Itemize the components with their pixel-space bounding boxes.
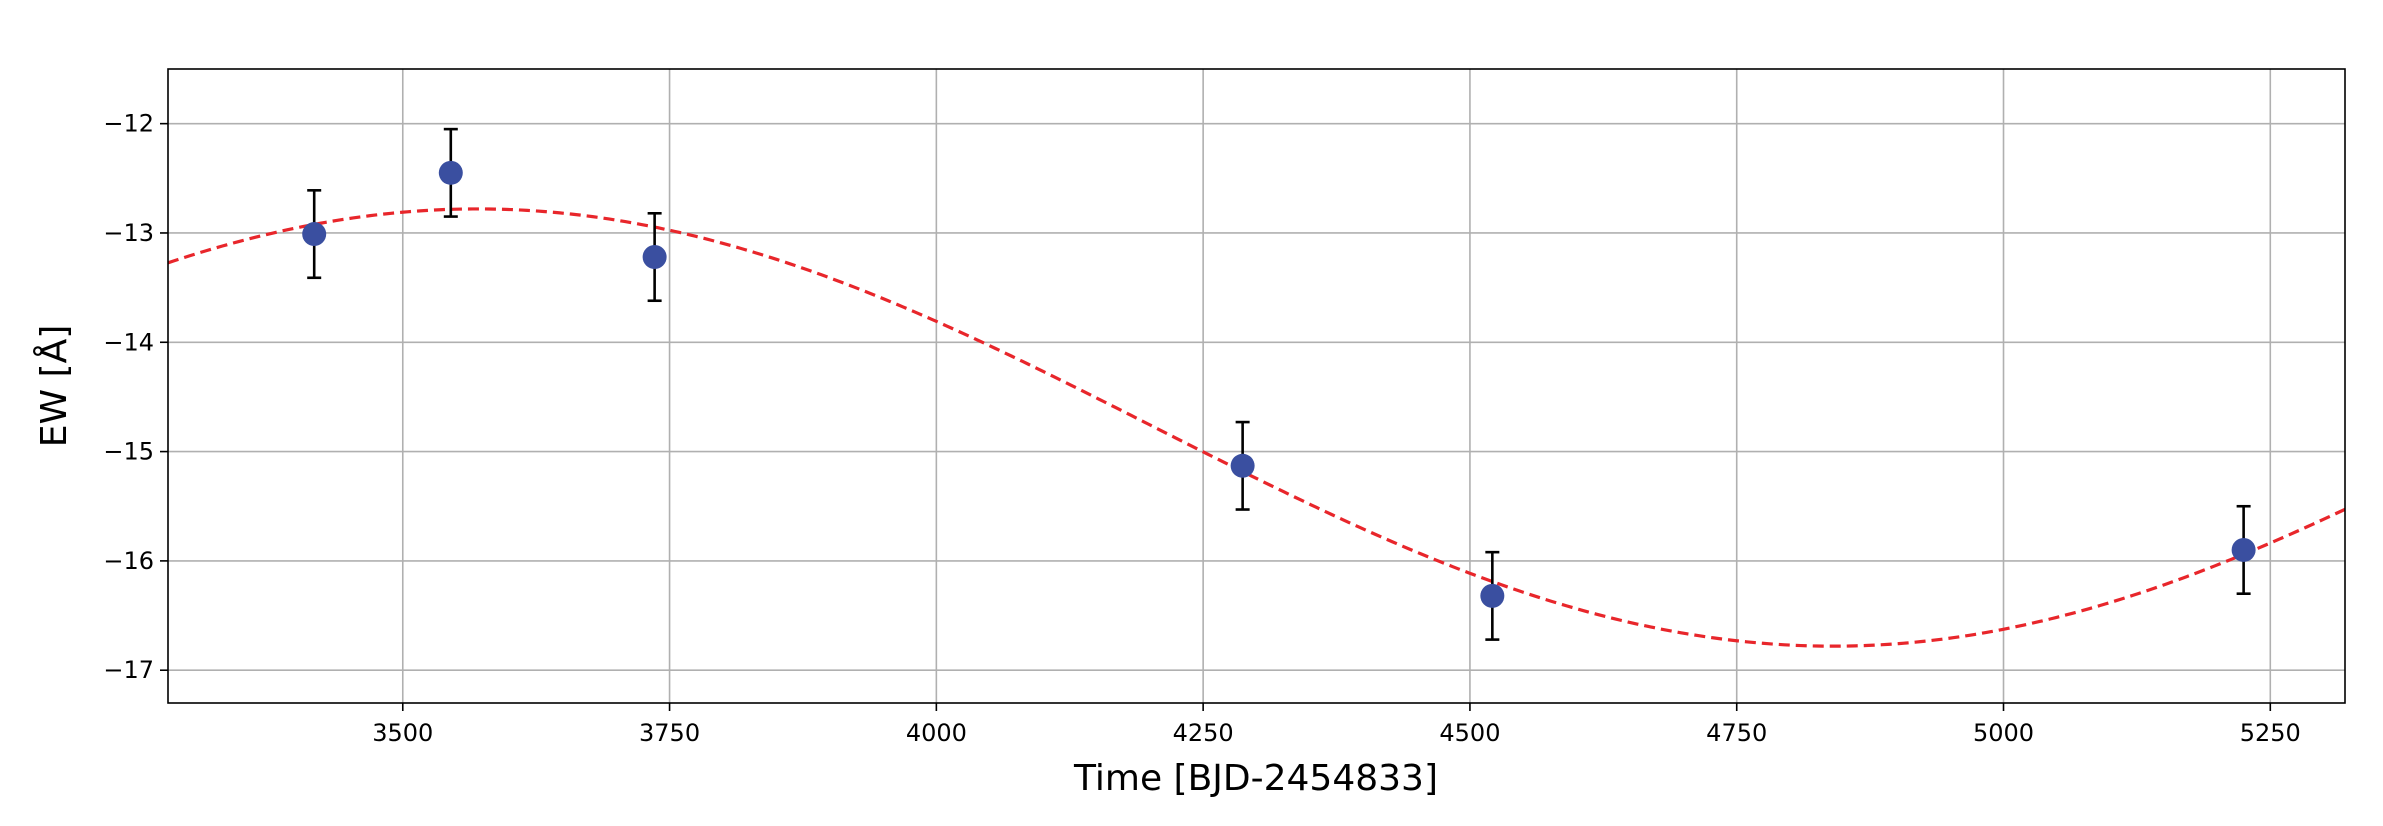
- y-tick-label: −14: [103, 328, 154, 356]
- y-tick-label: −13: [103, 219, 154, 247]
- x-tick-label: 4000: [906, 719, 967, 747]
- data-point: [438, 160, 463, 185]
- data-point: [302, 222, 327, 247]
- y-tick-label: −16: [103, 547, 154, 575]
- x-tick-label: 4500: [1439, 719, 1500, 747]
- x-tick-label: 5250: [2240, 719, 2301, 747]
- data-point: [2231, 537, 2256, 562]
- y-axis-label: EW [Å]: [32, 325, 75, 448]
- x-axis-label: Time [BJD-2454833]: [1073, 758, 1438, 799]
- x-tick-label: 4750: [1706, 719, 1767, 747]
- ticks: 3500 3750 4000 4250 4500 4750 5000 5250 −12 −13 −1…: [103, 110, 2300, 747]
- data-point: [642, 245, 667, 270]
- plot-frame: [167, 68, 2346, 704]
- x-tick-label: 5000: [1973, 719, 2034, 747]
- fit-curve: [168, 207, 2345, 648]
- data-point: [1230, 453, 1255, 478]
- fit-curve-layer: [168, 207, 2345, 648]
- y-tick-label: −12: [103, 110, 154, 138]
- x-tick-label: 3750: [639, 719, 700, 747]
- y-tick-label: −17: [103, 656, 154, 684]
- data-points-layer: [302, 127, 2256, 641]
- y-tick-label: −15: [103, 438, 154, 466]
- grid: [168, 69, 2345, 703]
- data-point: [1480, 583, 1505, 608]
- x-tick-label: 4250: [1173, 719, 1234, 747]
- x-tick-label: 3500: [372, 719, 433, 747]
